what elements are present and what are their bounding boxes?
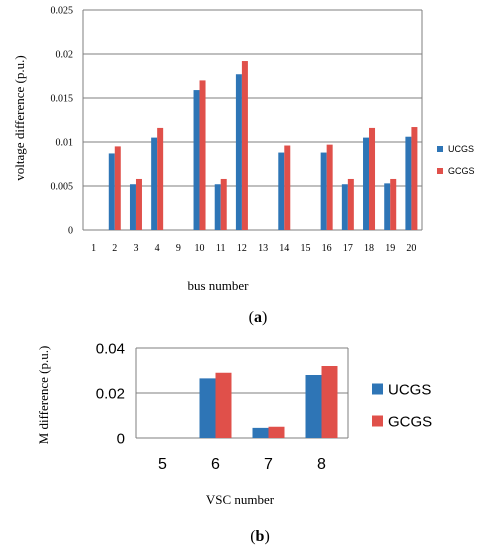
bar-GCGS-14 [284, 145, 291, 230]
x-category-label: 11 [216, 243, 226, 254]
bar-UCGS-3 [129, 184, 136, 230]
x-category-label: 4 [155, 243, 160, 254]
bar-UCGS-8 [305, 375, 322, 438]
y-tick-label: 0.04 [96, 340, 125, 357]
x-category-label: 5 [158, 456, 167, 473]
bar-UCGS-18 [363, 137, 370, 230]
legend-swatch-GCGS [372, 415, 383, 427]
bar-GCGS-4 [157, 127, 164, 230]
x-category-label: 16 [322, 243, 332, 254]
bar-GCGS-6 [215, 372, 232, 438]
y-tick-label: 0 [117, 430, 125, 447]
bar-GCGS-11 [220, 178, 227, 230]
y-tick-label: 0.02 [56, 50, 74, 61]
panel-a-caption-letter: a [254, 309, 262, 326]
x-category-label: 20 [406, 243, 416, 254]
x-category-label: 14 [279, 243, 289, 254]
y-tick-label: 0.005 [51, 182, 74, 193]
panel-a-ylabel: voltage difference (p.u.) [12, 55, 27, 180]
bar-UCGS-7 [252, 427, 269, 438]
bar-GCGS-20 [411, 127, 418, 230]
panel-b-ylabel: M difference (p.u.) [36, 346, 51, 445]
x-category-label: 7 [264, 456, 273, 473]
x-category-label: 10 [195, 243, 205, 254]
x-category-label: 13 [258, 243, 268, 254]
legend-swatch-UCGS [437, 146, 443, 152]
bar-GCGS-7 [268, 426, 285, 438]
legend-swatch-UCGS [372, 383, 383, 395]
x-category-label: 3 [133, 243, 138, 254]
x-category-label: 19 [385, 243, 395, 254]
y-tick-label: 0.015 [51, 94, 74, 105]
panel-a-caption: (a) [249, 309, 268, 326]
bar-UCGS-17 [341, 184, 348, 230]
bar-GCGS-2 [114, 146, 121, 230]
x-category-label: 2 [112, 243, 117, 254]
x-category-label: 15 [300, 243, 310, 254]
legend-swatch-GCGS [437, 168, 443, 174]
bar-UCGS-2 [108, 153, 115, 230]
legend-label-GCGS: GCGS [448, 166, 475, 176]
bar-GCGS-16 [326, 144, 333, 230]
bar-UCGS-20 [405, 136, 412, 230]
bar-UCGS-11 [214, 184, 221, 230]
bar-GCGS-12 [241, 61, 248, 230]
bar-UCGS-16 [320, 152, 327, 230]
x-category-label: 1 [91, 243, 96, 254]
bar-UCGS-6 [199, 378, 216, 438]
bar-GCGS-10 [199, 80, 206, 231]
bar-UCGS-10 [193, 90, 200, 230]
y-tick-label: 0.01 [56, 138, 74, 149]
x-category-label: 17 [343, 243, 353, 254]
bar-UCGS-4 [151, 137, 158, 230]
panel-a-xlabel: bus number [187, 278, 249, 293]
bar-UCGS-12 [235, 74, 242, 231]
y-tick-label: 0.025 [51, 6, 74, 17]
bar-GCGS-3 [135, 178, 142, 230]
legend-label-GCGS: GCGS [388, 413, 432, 430]
x-category-label: 12 [237, 243, 247, 254]
legend-label-UCGS: UCGS [448, 144, 474, 154]
y-tick-label: 0 [68, 226, 73, 237]
bar-GCGS-19 [390, 178, 397, 230]
bar-GCGS-18 [369, 127, 376, 230]
x-category-label: 18 [364, 243, 374, 254]
x-category-label: 9 [176, 243, 181, 254]
legend-label-UCGS: UCGS [388, 381, 431, 398]
bar-UCGS-19 [384, 183, 391, 230]
x-category-label: 8 [317, 456, 326, 473]
bar-UCGS-14 [278, 152, 285, 230]
panel-b-caption-letter: b [256, 528, 265, 545]
y-tick-label: 0.02 [96, 385, 125, 402]
panel-b-caption: (b) [250, 528, 270, 545]
x-category-label: 6 [211, 456, 220, 473]
bar-GCGS-17 [347, 178, 354, 230]
bar-GCGS-8 [321, 366, 338, 438]
panel-b-chart: 0 0.02 0.04 5 6 7 8 UCGS GCGS [96, 340, 432, 473]
panel-b-xlabel: VSC number [206, 492, 275, 507]
